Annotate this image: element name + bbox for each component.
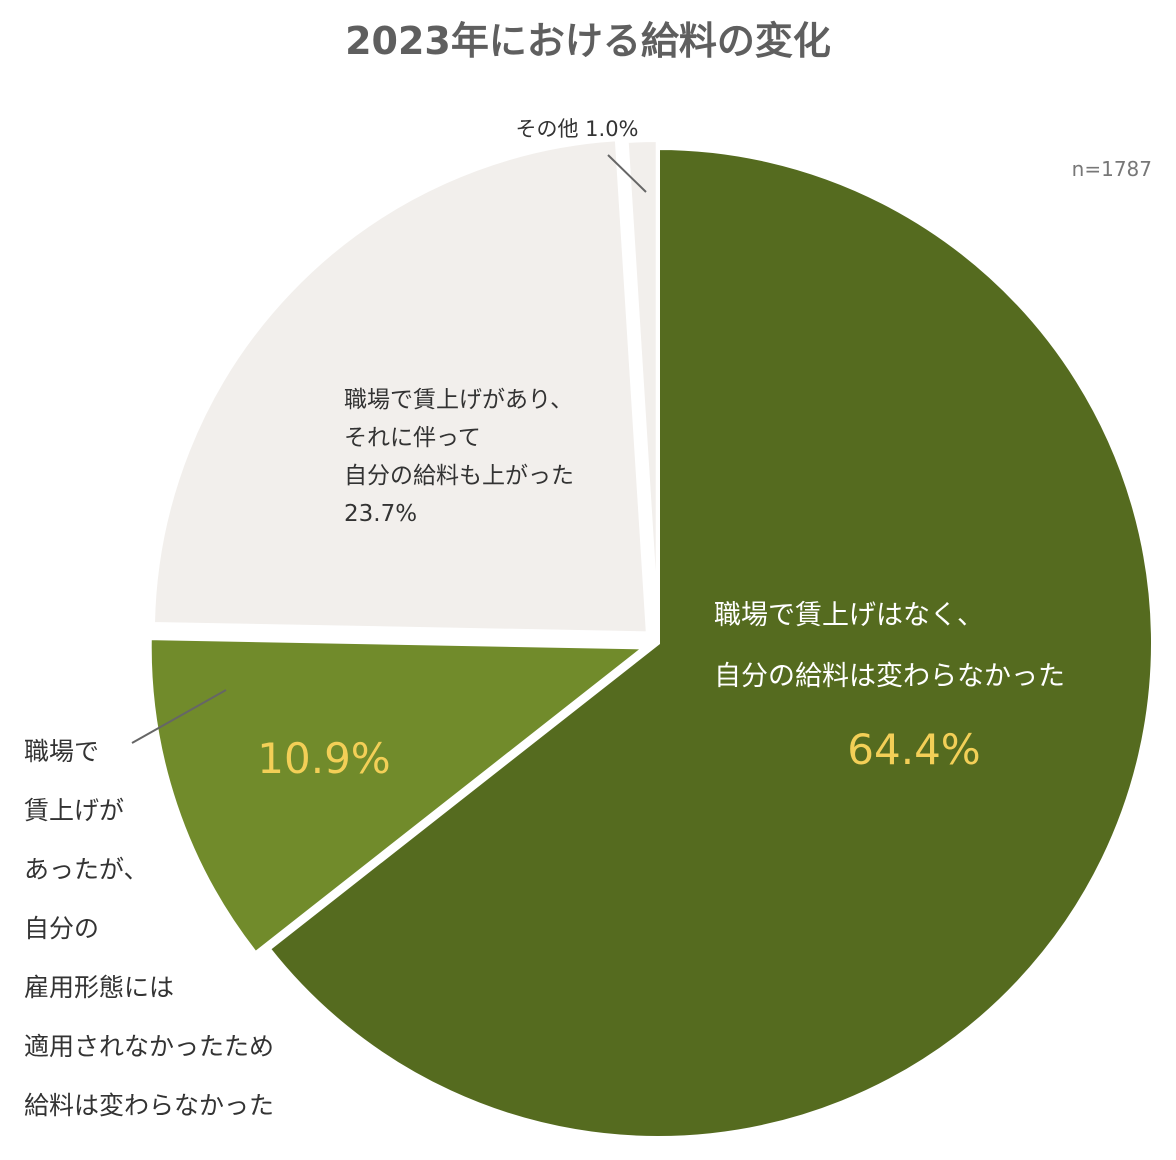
slice-not-applied-label-line: 給料は変わらなかった — [24, 1091, 274, 1120]
chart-title: 2023年における給料の変化 — [345, 19, 831, 63]
slice-not-applied-label-line: 自分の — [24, 914, 99, 943]
slice-not-applied-label-line: 職場で — [24, 737, 99, 766]
slice-other-label: その他 1.0% — [515, 117, 638, 141]
slice-not-applied-label-line: 賃上げが — [24, 796, 124, 825]
slice-not-applied — [147, 636, 651, 957]
slices-layer — [147, 137, 1155, 1140]
slice-other — [624, 138, 660, 636]
slice-raised — [150, 137, 651, 636]
slice-raised-label-line: 自分の給料も上がった — [344, 463, 574, 489]
slice-unchanged-value-label: 64.4% — [847, 725, 980, 774]
labels-layer: 職場で賃上げはなく、自分の給料は変わらなかった64.4%職場で賃上げがあったが、… — [24, 117, 1065, 1120]
slice-raised-value-label: 23.7% — [344, 501, 417, 527]
slice-not-applied-label-line: 雇用形態には — [24, 973, 174, 1002]
slice-raised-label-line: 職場で賃上げがあり、 — [344, 387, 573, 413]
slice-not-applied-label-line: 適用されなかったため — [24, 1032, 274, 1061]
slice-other-leader-line — [607, 154, 647, 193]
slice-not-applied-value-label: 10.9% — [257, 734, 390, 783]
sample-size-label: n=1787 — [1072, 157, 1152, 181]
slice-raised-label-line: それに伴って — [344, 425, 481, 451]
slice-unchanged-label-line: 自分の給料は変わらなかった — [714, 661, 1065, 692]
slice-unchanged-label-line: 職場で賃上げはなく、 — [714, 600, 984, 631]
slice-not-applied-label-line: あったが、 — [24, 855, 149, 884]
slice-not-applied-leader-line — [131, 689, 227, 744]
slice-unchanged — [265, 145, 1155, 1140]
